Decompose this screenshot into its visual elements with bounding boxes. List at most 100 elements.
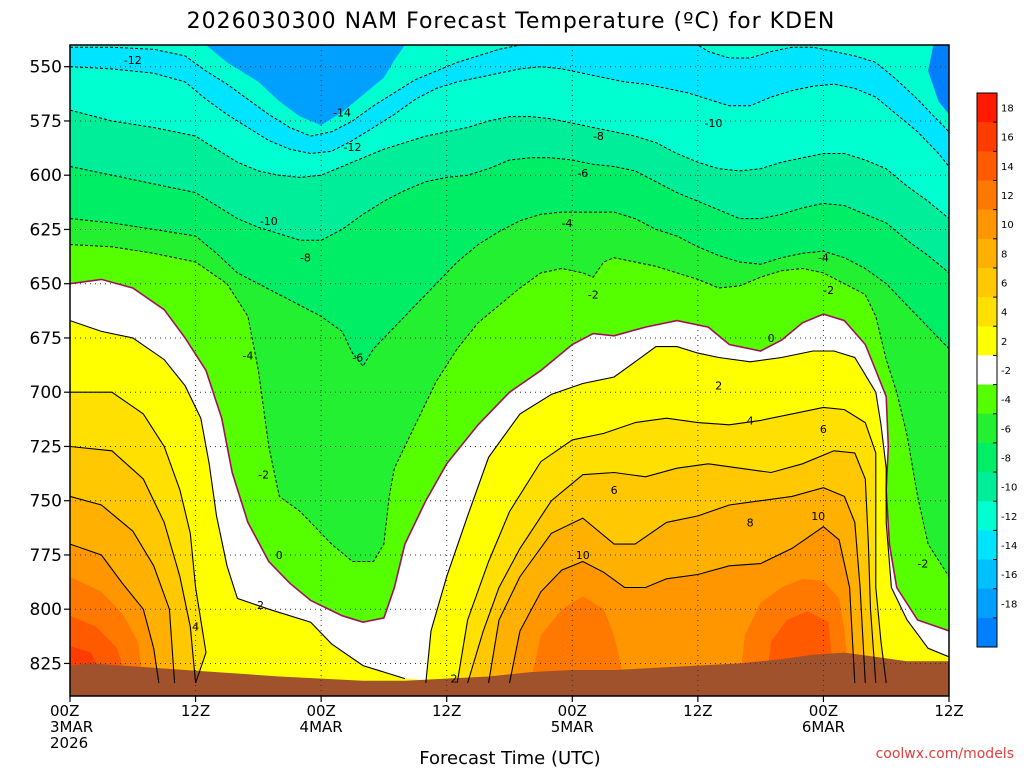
contour-label-17: 2 (715, 380, 722, 393)
colorbar-swatch-6 (977, 267, 997, 298)
contour-warm-8b-edge (488, 487, 866, 684)
colorbar-tick-label-6: 6 (1001, 279, 1007, 290)
contour-label-7: -2 (258, 469, 269, 482)
contour-label-10: 4 (192, 621, 199, 634)
contour-label-14: -4 (562, 217, 573, 230)
contour-labels: -12 -14 -12 -10 -8 -4 -6 -2 0 2 4 -8 -10 -6 -4 -2 0 2 4 6 6 8… (124, 54, 929, 685)
contour-label-5: -4 (242, 349, 253, 362)
contour-label-20: 6 (820, 423, 827, 436)
x-tick-label-24-0: 00Z (306, 702, 335, 720)
contour-label-15: -2 (588, 289, 599, 302)
contour-label-21: 8 (747, 516, 754, 529)
contour-warm-10b-edge (508, 526, 856, 684)
colorbar-swatch-14 (977, 501, 997, 531)
colorbar-tick-label-10: -4 (1001, 395, 1011, 406)
contour-band-minus8 (70, 109, 949, 219)
colorbar-swatch-7 (977, 297, 997, 327)
x-tick-label-0-2: 2026 (50, 734, 88, 752)
colorbar-swatch-5 (977, 238, 997, 269)
y-tick-label-600: 600 (30, 166, 62, 186)
y-tick-label-550: 550 (30, 58, 62, 78)
y-tick-label-800: 800 (30, 600, 62, 620)
y-tick-label-775: 775 (30, 546, 62, 566)
contour-label-25: -2 (823, 284, 834, 297)
contour-warm-2b-edge (425, 346, 949, 684)
colorbar-swatch-2 (977, 151, 997, 181)
contour-label-11: -8 (593, 130, 604, 143)
contour-label-26: -2 (917, 558, 928, 571)
zone-cold-core-2 (928, 45, 949, 115)
colorbar-tick-label-7: 4 (1001, 308, 1007, 319)
contour-warm-8-edge (70, 495, 176, 684)
colorbar-frame (976, 92, 998, 648)
contour-lines (70, 45, 949, 684)
contour-label-23: 10 (811, 510, 825, 523)
colorbar-tick-label-0: 18 (1001, 104, 1014, 115)
colorbar-tick-label-4: 10 (1001, 220, 1014, 231)
x-tick-label-72-0: 00Z (809, 702, 838, 720)
plot-frame (69, 44, 950, 697)
x-tick-label-84-0: 12Z (934, 702, 963, 720)
x-tick-label-36-0: 12Z (432, 702, 461, 720)
colorbar-tick-label-14: -12 (1001, 512, 1017, 523)
contour-band-minus2 (70, 244, 949, 577)
x-tick-label-0-0: 00Z (50, 702, 79, 720)
colorbar-swatch-16 (977, 559, 997, 590)
colorbar-swatch-18 (977, 617, 997, 648)
contour-0C-isotherm-1 (70, 278, 949, 632)
y-tick-label-625: 625 (30, 220, 62, 240)
colorbar-tick-label-17: -18 (1001, 599, 1017, 610)
colorbar-swatch-12 (977, 442, 997, 473)
contour-label-16: 0 (768, 332, 775, 345)
colorbar-tick-label-8: 2 (1001, 337, 1007, 348)
colorbar-tick-label-5: 8 (1001, 249, 1007, 260)
contour-warm-6b-edge (467, 450, 877, 684)
y-tick-label-650: 650 (30, 275, 62, 295)
colorbar-swatch-13 (977, 472, 997, 502)
colorbar-swatch-1 (977, 122, 997, 152)
credit-text: coolwx.com/models (876, 746, 1014, 762)
colorbar-tick-label-12: -8 (1001, 453, 1011, 464)
y-tick-label-750: 750 (30, 492, 62, 512)
contour-band-minus4 (70, 211, 949, 368)
contour-label-0: -12 (124, 54, 142, 67)
contour-warm-6-edge (70, 445, 197, 684)
contour-label-24: -4 (818, 252, 829, 265)
contour-band-minus10 (70, 66, 949, 167)
colorbar-tick-label-11: -6 (1001, 424, 1011, 435)
y-tick-label-725: 725 (30, 437, 62, 457)
contour-label-3: -10 (260, 215, 278, 228)
colorbar-swatch-4 (977, 209, 997, 240)
contour-label-19: 6 (611, 484, 618, 497)
contour-label-27: 2 (451, 673, 458, 686)
contour-label-22: 10 (576, 549, 590, 562)
contour-label-9: 2 (257, 599, 264, 612)
y-tick-label-825: 825 (30, 654, 62, 674)
y-tick-label-575: 575 (30, 112, 62, 132)
colorbar-tick-label-3: 12 (1001, 191, 1014, 202)
x-tick-label-48-1: 5MAR (551, 718, 594, 736)
x-axis-label: Forecast Time (UTC) (419, 748, 600, 768)
colorbar-swatch-9 (977, 355, 997, 386)
contour-label-2: -12 (344, 141, 362, 154)
contour-label-12: -10 (705, 117, 723, 130)
y-tick-label-700: 700 (30, 383, 62, 403)
colorbar-swatch-11 (977, 413, 997, 444)
zone-warm-12b (530, 596, 625, 683)
plot-area (70, 45, 949, 696)
colorbar-tick-label-2: 14 (1001, 162, 1014, 173)
colorbar-swatch-17 (977, 588, 997, 619)
contour-band-minus12 (70, 45, 949, 137)
colorbar-tick-label-9: -2 (1001, 366, 1011, 377)
contour-label-8: 0 (276, 549, 283, 562)
contour-label-6: -6 (352, 351, 363, 364)
contour-label-18: 4 (747, 414, 754, 427)
colorbar-tick-label-16: -16 (1001, 570, 1017, 581)
chart-title: 2026030300 NAM Forecast Temperature (ºC)… (187, 9, 836, 34)
contour-warm-4-edge (70, 391, 207, 684)
contour-label-4: -8 (300, 252, 311, 265)
colorbar-tick-label-13: -10 (1001, 483, 1017, 494)
axes: 55057560062565067570072575077580082500Z3… (30, 44, 964, 752)
